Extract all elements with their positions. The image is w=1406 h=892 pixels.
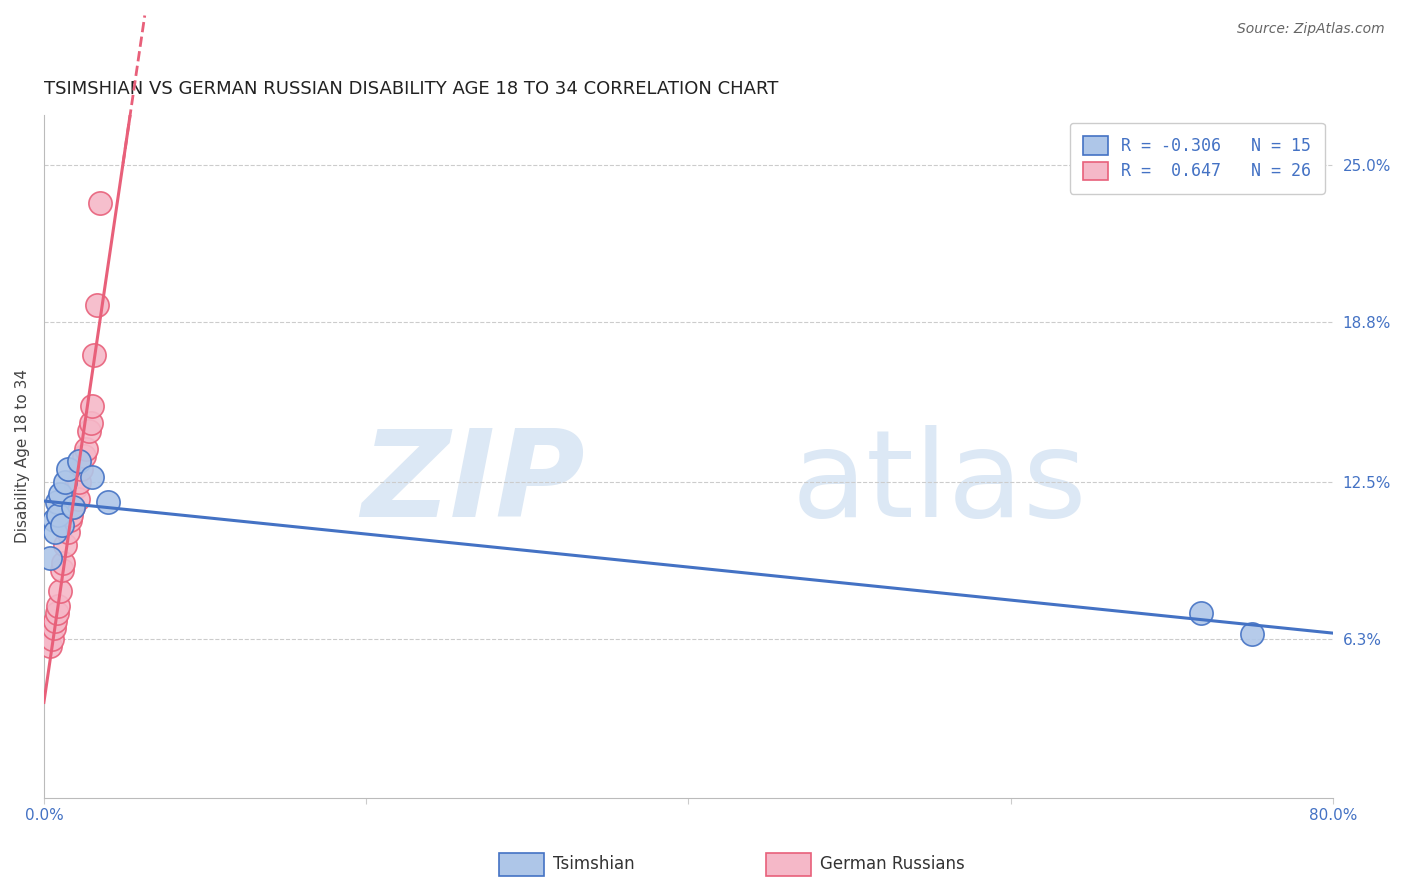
Point (45, 607, 67, 621)
Point (62, 500, 84, 514)
Point (97, 495, 120, 509)
Point (65, 480, 87, 494)
Text: TSIMSHIAN VS GERMAN RUSSIAN DISABILITY AGE 18 TO 34 CORRELATION CHART: TSIMSHIAN VS GERMAN RUSSIAN DISABILITY A… (44, 80, 779, 98)
Point (45, 495, 67, 509)
Point (77, 424, 100, 438)
Point (39, 639, 62, 653)
Point (89, 196, 111, 211)
Point (39, 550, 62, 565)
Point (82, 469, 104, 483)
Point (56, 525, 79, 540)
Text: German Russians: German Russians (820, 855, 965, 873)
Point (79, 417, 101, 431)
Point (56, 462, 79, 476)
Point (52, 556, 75, 570)
Point (49, 583, 72, 598)
Point (51, 517, 73, 532)
Point (67, 475, 90, 489)
Point (62, 500, 84, 514)
Point (42, 622, 65, 636)
Point (60, 508, 83, 522)
Point (59, 513, 82, 527)
Point (44, 525, 66, 540)
Point (86, 297, 108, 311)
Point (70, 462, 93, 476)
Point (75, 442, 97, 456)
Point (73, 450, 96, 464)
Y-axis label: Disability Age 18 to 34: Disability Age 18 to 34 (15, 369, 30, 543)
Point (49, 487, 72, 501)
Point (53, 538, 76, 552)
Point (1189, 607, 1212, 621)
Text: ZIP: ZIP (361, 425, 585, 542)
Point (53, 475, 76, 489)
Point (41, 632, 63, 646)
Point (83, 348, 105, 362)
Text: Source: ZipAtlas.com: Source: ZipAtlas.com (1237, 22, 1385, 37)
Point (82, 399, 104, 413)
Legend: R = -0.306   N = 15, R =  0.647   N = 26: R = -0.306 N = 15, R = 0.647 N = 26 (1070, 123, 1324, 194)
Point (51, 563, 73, 577)
Text: atlas: atlas (792, 425, 1087, 542)
Point (67, 454, 90, 468)
Point (42, 513, 65, 527)
Point (44, 614, 66, 628)
Point (1241, 626, 1264, 640)
Point (66, 492, 89, 507)
Text: Tsimshian: Tsimshian (553, 855, 634, 873)
Point (48, 508, 70, 522)
Point (48, 599, 70, 613)
